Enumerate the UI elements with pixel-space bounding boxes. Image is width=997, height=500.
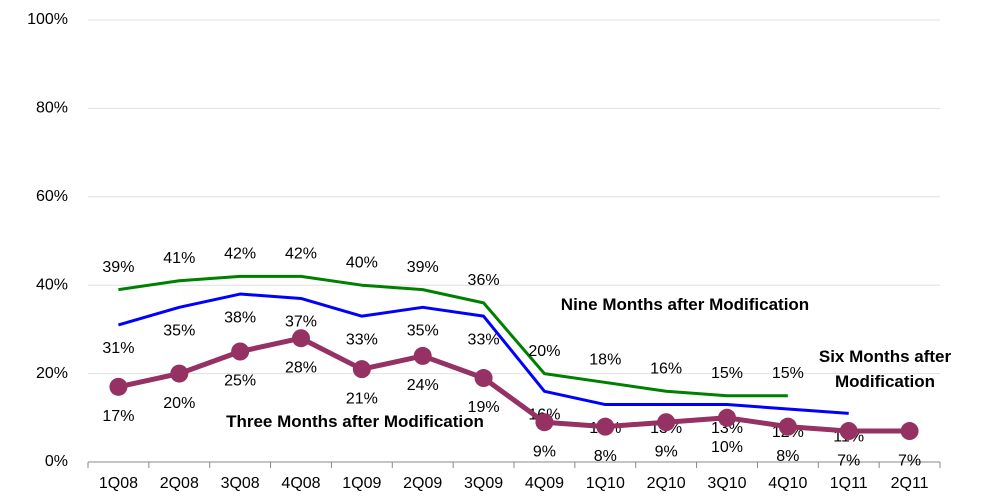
data-label: 42%: [285, 246, 317, 263]
series-line: [118, 274, 788, 398]
data-label: 9%: [533, 443, 556, 460]
marker: [170, 364, 189, 383]
data-label: 41%: [163, 250, 195, 267]
series-line: [117, 335, 910, 434]
data-label: 9%: [655, 443, 678, 460]
data-label: 36%: [468, 272, 500, 289]
marker: [231, 342, 250, 361]
marker: [718, 408, 736, 427]
x-tick-label: 3Q09: [464, 475, 503, 492]
data-label: 20%: [528, 343, 560, 360]
x-tick-label: 1Q11: [830, 475, 868, 492]
y-tick-label: 20%: [36, 365, 68, 382]
marker: [352, 360, 371, 379]
data-label: 25%: [224, 373, 256, 390]
series-label: Three Months after Modification: [226, 412, 484, 431]
x-tick-label: 1Q10: [586, 475, 625, 492]
data-label: 21%: [346, 390, 378, 407]
y-tick-label: 40%: [36, 276, 68, 293]
marker: [657, 413, 676, 432]
data-label: 35%: [407, 323, 439, 340]
marker: [474, 369, 493, 388]
series-label: Nine Months after Modification: [560, 295, 810, 314]
data-label: 37%: [285, 314, 317, 331]
data-label: 19%: [468, 399, 500, 416]
x-tick-label: 2Q08: [160, 475, 199, 492]
x-tick-label: 1Q09: [342, 475, 381, 492]
marker: [535, 413, 554, 432]
marker: [292, 329, 310, 348]
marker: [778, 417, 797, 436]
x-tick-label: 2Q10: [647, 475, 686, 492]
marker: [413, 346, 432, 365]
marker: [839, 422, 858, 441]
data-label: 20%: [163, 395, 195, 412]
series-label: Six Months after Modification: [818, 347, 952, 391]
x-tick-label: 2Q09: [403, 475, 442, 492]
data-label: 18%: [589, 352, 621, 369]
y-tick-label: 100%: [27, 11, 68, 28]
x-tick-label: 4Q10: [768, 475, 807, 492]
data-label: 17%: [102, 408, 134, 425]
data-label: 7%: [898, 452, 921, 469]
data-label: 8%: [594, 448, 617, 465]
marker: [596, 417, 615, 436]
data-label: 35%: [163, 323, 195, 340]
y-tick-label: 0%: [45, 453, 68, 470]
x-tick-label: 1Q08: [99, 475, 138, 492]
data-label: 13%: [711, 420, 743, 437]
x-tick-label: 4Q09: [525, 475, 564, 492]
x-tick-label: 2Q11: [891, 475, 929, 492]
y-tick-label: 80%: [36, 100, 68, 117]
data-label: 39%: [102, 259, 134, 276]
data-label: 8%: [776, 448, 799, 465]
data-label: 15%: [772, 365, 804, 382]
x-tick-label: 3Q08: [221, 475, 260, 492]
data-label: 28%: [285, 359, 317, 376]
data-label: 31%: [102, 340, 134, 357]
data-label: 7%: [837, 452, 860, 469]
data-label: 42%: [224, 246, 256, 263]
marker: [109, 377, 128, 396]
data-label: 16%: [650, 360, 682, 377]
y-tick-label: 60%: [36, 188, 68, 205]
data-label: 33%: [468, 331, 500, 348]
x-tick-label: 3Q10: [707, 475, 746, 492]
series-line: [118, 292, 849, 415]
marker: [900, 422, 919, 441]
data-label: 40%: [346, 254, 378, 271]
data-label: 10%: [711, 439, 743, 456]
data-label: 39%: [407, 259, 439, 276]
x-tick-label: 4Q08: [281, 475, 320, 492]
data-label: 38%: [224, 309, 256, 326]
data-label: 33%: [346, 331, 378, 348]
data-label: 15%: [711, 365, 743, 382]
data-label: 24%: [407, 377, 439, 394]
